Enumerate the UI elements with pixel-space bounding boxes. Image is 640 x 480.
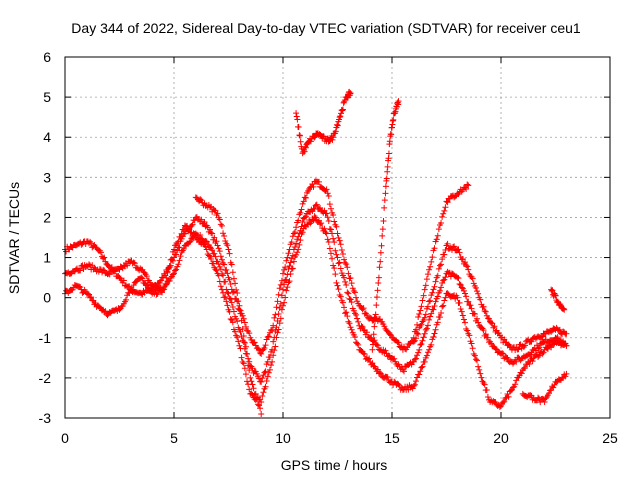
- chart-title: Day 344 of 2022, Sidereal Day-to-day VTE…: [71, 20, 581, 36]
- x-tick-label: 10: [275, 430, 291, 446]
- y-tick-label: 3: [43, 169, 51, 185]
- y-tick-label: 0: [43, 290, 51, 306]
- x-tick-label: 5: [170, 430, 178, 446]
- series-4-markers: [293, 88, 354, 157]
- series-9-markers: [548, 286, 568, 313]
- data-points: [62, 88, 570, 417]
- x-axis-ticks: 0 5 10 15 20 25: [61, 57, 618, 446]
- series-7: [410, 181, 472, 341]
- y-tick-label: 6: [43, 49, 51, 65]
- series-6: [369, 98, 402, 353]
- x-tick-label: 15: [384, 430, 400, 446]
- y-tick-label: 5: [43, 89, 51, 105]
- y-tick-label: -1: [39, 330, 52, 346]
- y-axis-ticks: -3 -2 -1 0 1 2 3 4 5 6: [39, 49, 610, 426]
- y-tick-label: 1: [43, 250, 51, 266]
- grid: [65, 57, 610, 418]
- y-tick-label: 4: [43, 129, 51, 145]
- x-axis-label: GPS time / hours: [281, 457, 388, 473]
- series-4: [293, 88, 354, 157]
- series-8-markers: [519, 370, 570, 406]
- series-7-markers: [410, 181, 472, 341]
- x-tick-label: 20: [493, 430, 509, 446]
- x-tick-label: 0: [61, 430, 69, 446]
- series-6-markers: [369, 98, 402, 353]
- series-9: [548, 286, 568, 313]
- y-tick-label: -3: [39, 410, 52, 426]
- series-3-markers: [62, 213, 570, 410]
- y-tick-label: 2: [43, 209, 51, 225]
- y-axis-label: SDTVAR / TECUs: [6, 182, 22, 294]
- series-8: [519, 370, 570, 406]
- plot-border: [64, 56, 611, 419]
- y-tick-label: -2: [39, 370, 52, 386]
- series-5-markers: [192, 194, 265, 417]
- series-5: [192, 194, 265, 417]
- x-tick-label: 25: [602, 430, 618, 446]
- series-3: [62, 213, 570, 410]
